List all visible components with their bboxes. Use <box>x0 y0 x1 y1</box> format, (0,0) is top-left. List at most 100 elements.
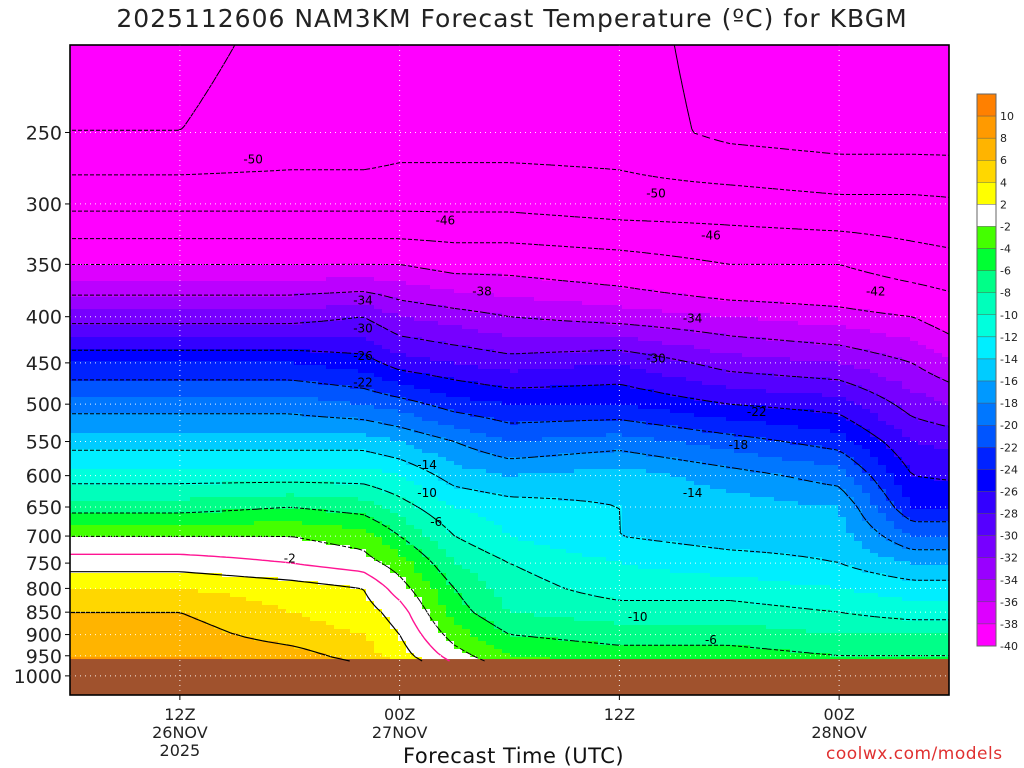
temperature-cell <box>254 521 263 526</box>
temperature-cell <box>174 73 183 78</box>
temperature-cell <box>70 305 79 310</box>
temperature-cell <box>166 101 175 106</box>
temperature-cell <box>126 597 135 602</box>
temperature-cell <box>206 105 215 110</box>
temperature-cell <box>254 197 263 202</box>
temperature-cell <box>190 377 199 382</box>
temperature-cell <box>270 413 279 418</box>
temperature-cell <box>78 237 87 242</box>
temperature-cell <box>126 185 135 190</box>
temperature-cell <box>150 177 159 182</box>
temperature-cell <box>302 249 311 254</box>
temperature-cell <box>302 569 311 574</box>
temperature-cell <box>230 381 239 386</box>
temperature-cell <box>270 301 279 306</box>
temperature-cell <box>190 649 199 654</box>
temperature-cell <box>110 133 119 138</box>
temperature-cell <box>310 49 319 54</box>
temperature-cell <box>278 421 287 426</box>
temperature-cell <box>254 181 263 186</box>
temperature-cell <box>310 197 319 202</box>
temperature-cell <box>294 137 303 142</box>
temperature-cell <box>230 97 239 102</box>
temperature-cell <box>94 409 103 414</box>
temperature-cell <box>126 449 135 454</box>
temperature-cell <box>302 365 311 370</box>
temperature-cell <box>286 145 295 150</box>
temperature-cell <box>158 337 167 342</box>
temperature-cell <box>182 185 191 190</box>
temperature-cell <box>78 209 87 214</box>
temperature-cell <box>118 549 127 554</box>
temperature-cell <box>126 217 135 222</box>
temperature-cell <box>286 337 295 342</box>
temperature-cell <box>166 613 175 618</box>
temperature-cell <box>102 517 111 522</box>
temperature-cell <box>286 341 295 346</box>
temperature-cell <box>86 509 95 514</box>
temperature-cell <box>206 297 215 302</box>
temperature-cell <box>150 197 159 202</box>
temperature-cell <box>230 113 239 118</box>
temperature-cell <box>206 369 215 374</box>
temperature-cell <box>246 357 255 362</box>
temperature-cell <box>134 337 143 342</box>
temperature-cell <box>310 385 319 390</box>
temperature-cell <box>158 501 167 506</box>
temperature-cell <box>222 525 231 530</box>
temperature-cell <box>302 481 311 486</box>
temperature-cell <box>118 121 127 126</box>
temperature-cell <box>94 525 103 530</box>
temperature-cell <box>262 609 271 614</box>
temperature-cell <box>134 345 143 350</box>
temperature-cell <box>246 269 255 274</box>
temperature-cell <box>78 425 87 430</box>
temperature-cell <box>102 613 111 618</box>
temperature-cell <box>270 49 279 54</box>
temperature-cell <box>198 493 207 498</box>
temperature-cell <box>142 53 151 58</box>
temperature-cell <box>166 269 175 274</box>
temperature-cell <box>246 417 255 422</box>
temperature-cell <box>294 457 303 462</box>
temperature-cell <box>126 525 135 530</box>
temperature-cell <box>222 369 231 374</box>
temperature-cell <box>294 545 303 550</box>
temperature-cell <box>102 73 111 78</box>
temperature-cell <box>142 253 151 258</box>
temperature-cell <box>278 61 287 66</box>
temperature-cell <box>206 201 215 206</box>
temperature-cell <box>174 497 183 502</box>
temperature-cell <box>174 401 183 406</box>
temperature-cell <box>302 49 311 54</box>
temperature-cell <box>158 181 167 186</box>
temperature-cell <box>166 621 175 626</box>
temperature-cell <box>270 141 279 146</box>
temperature-cell <box>174 93 183 98</box>
temperature-cell <box>134 201 143 206</box>
temperature-cell <box>86 465 95 470</box>
temperature-cell <box>262 625 271 630</box>
temperature-cell <box>238 357 247 362</box>
temperature-cell <box>254 353 263 358</box>
temperature-cell <box>278 269 287 274</box>
temperature-cell <box>166 581 175 586</box>
temperature-cell <box>222 597 231 602</box>
temperature-cell <box>142 417 151 422</box>
temperature-cell <box>126 585 135 590</box>
temperature-cell <box>214 561 223 566</box>
temperature-cell <box>246 181 255 186</box>
temperature-cell <box>94 401 103 406</box>
temperature-cell <box>150 137 159 142</box>
temperature-cell <box>182 449 191 454</box>
temperature-cell <box>94 585 103 590</box>
temperature-cell <box>134 641 143 646</box>
temperature-cell <box>182 357 191 362</box>
temperature-cell <box>118 105 127 110</box>
temperature-cell <box>102 653 111 658</box>
temperature-cell <box>206 133 215 138</box>
temperature-cell <box>86 357 95 362</box>
temperature-cell <box>254 561 263 566</box>
temperature-cell <box>110 341 119 346</box>
temperature-cell <box>118 537 127 542</box>
